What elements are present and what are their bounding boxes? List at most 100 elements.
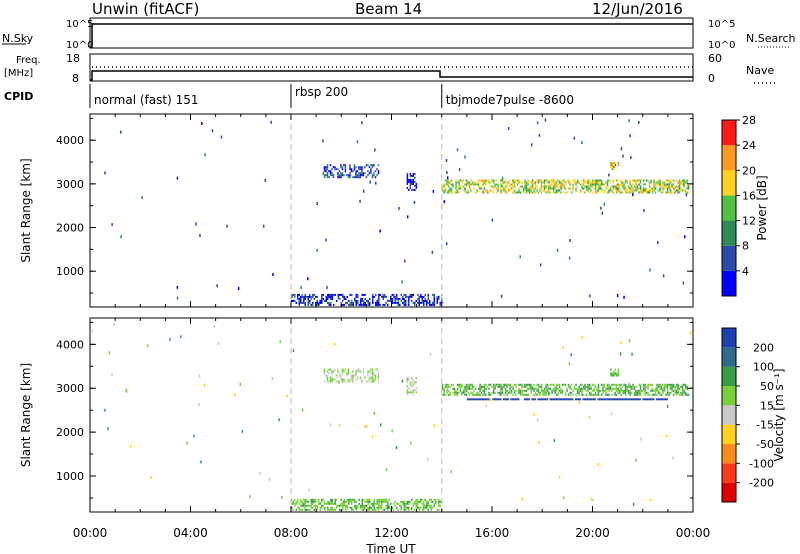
echo-cell [657, 398, 659, 401]
echo-cell [488, 181, 490, 184]
echo-cell [616, 294, 619, 298]
echo-cell [326, 378, 329, 381]
echo-cell [459, 185, 462, 188]
echo-cell [337, 172, 339, 175]
echo-cell [560, 183, 562, 186]
echo-cell [666, 189, 669, 192]
echo-cell [518, 187, 520, 190]
echo-cell [543, 387, 546, 390]
echo-cell [362, 372, 365, 375]
echo-cell [511, 398, 514, 401]
echo-cell [334, 378, 336, 381]
echo-cell [587, 187, 589, 190]
echo-cell [412, 172, 415, 175]
echo-cell [534, 393, 537, 397]
echo-cell [575, 187, 577, 190]
echo-cell [599, 187, 601, 190]
echo-cell [489, 393, 492, 396]
echo-cell [381, 506, 383, 509]
echo-cell [537, 389, 540, 392]
echo-cell [406, 178, 409, 181]
echo-cell [660, 191, 663, 194]
echo-cell [668, 191, 670, 194]
echo-cell [519, 383, 522, 386]
echo-cell [549, 398, 551, 401]
echo-cell [396, 502, 398, 505]
echo-cell [536, 389, 538, 392]
echo-cell [612, 383, 615, 386]
echo-cell [506, 185, 508, 188]
echo-cell [441, 301, 443, 304]
echo-cell [558, 385, 561, 388]
echo-cell [364, 172, 366, 175]
echo-cell [521, 393, 523, 396]
echo-cell [639, 387, 642, 390]
echo-cell [323, 370, 326, 373]
echo-cell [327, 502, 329, 505]
echo-cell [656, 387, 658, 390]
echo-cell [370, 506, 372, 509]
echo-cell [462, 185, 465, 188]
echo-cell [528, 385, 531, 388]
echo-cell [391, 301, 393, 304]
echo-cell [372, 301, 374, 304]
echo-cell [376, 168, 378, 171]
cpid-segment-label: normal (fast) 151 [94, 93, 198, 107]
echo-cell [596, 389, 598, 392]
echo-cell [683, 181, 685, 184]
echo-cell [331, 376, 333, 379]
echo-cell [575, 189, 577, 192]
echo-cell [513, 389, 516, 392]
echo-cell [683, 383, 685, 386]
echo-cell [362, 368, 365, 371]
echo-cell [617, 183, 619, 186]
echo-cell [654, 183, 657, 186]
echo-cell [379, 498, 381, 501]
echo-cell [675, 393, 678, 396]
echo-cell [414, 184, 416, 187]
echo-cell [346, 504, 348, 507]
echo-cell [331, 372, 333, 375]
colorbar-swatch [722, 347, 736, 367]
echo-cell [342, 506, 344, 509]
echo-cell [628, 382, 630, 385]
echo-cell [365, 164, 368, 167]
echo-cell [458, 181, 460, 184]
echo-cell [615, 179, 618, 182]
echo-cell [527, 383, 529, 386]
echo-cell [414, 389, 416, 392]
echo-cell [355, 174, 357, 177]
echo-cell [449, 393, 451, 396]
echo-cell [477, 183, 480, 186]
echo-cell [488, 179, 490, 182]
echo-cell [146, 344, 149, 348]
echo-cell [297, 295, 299, 298]
echo-cell [427, 295, 429, 298]
echo-cell [361, 172, 363, 175]
echo-cell [429, 504, 431, 507]
echo-cell [678, 387, 681, 390]
echo-cell [111, 373, 113, 377]
x-tick-label: 00:00 [73, 526, 108, 540]
echo-cell [388, 299, 390, 302]
echo-cell [608, 387, 610, 390]
echo-cell [621, 385, 624, 388]
echo-cell [339, 293, 341, 296]
echo-cell [492, 391, 495, 394]
echo-cell [686, 179, 688, 182]
echo-cell [363, 508, 365, 511]
echo-cell [540, 385, 543, 388]
echo-cell [376, 500, 378, 503]
echo-cell [468, 183, 471, 186]
echo-cell [464, 385, 466, 388]
echo-cell [378, 500, 380, 503]
echo-cell [373, 374, 375, 377]
echo-cell [616, 374, 618, 377]
echo-cell [351, 303, 353, 306]
echo-cell [545, 179, 547, 182]
echo-cell [624, 179, 627, 182]
echo-cell [587, 183, 589, 186]
echo-cell [682, 281, 685, 285]
echo-cell [364, 500, 366, 503]
echo-cell [658, 398, 661, 401]
